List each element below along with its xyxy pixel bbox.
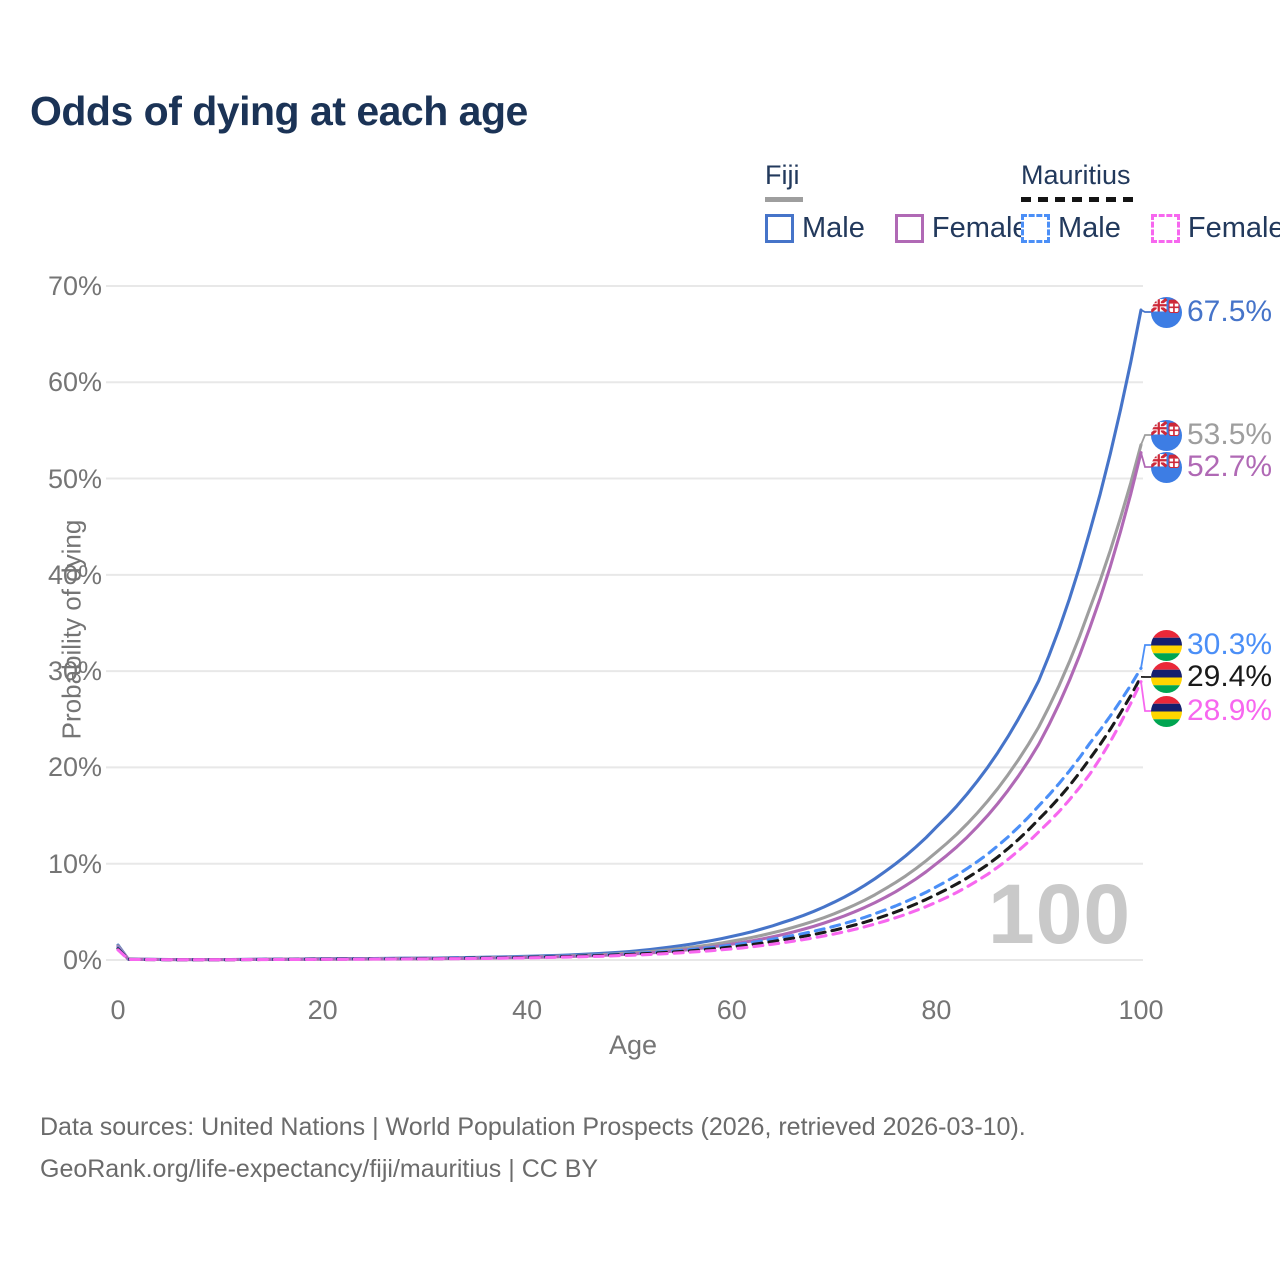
legend-mauritius-male-label[interactable]: Male: [1058, 212, 1121, 244]
x-tick-80: 80: [921, 995, 952, 1025]
x-tick-40: 40: [512, 995, 543, 1025]
endpoint-connector-2: [1140, 452, 1151, 468]
endpoint-label-mauritius-30.3%[interactable]: 30.3%: [1151, 628, 1273, 661]
fiji-flag-icon: [1151, 296, 1182, 328]
endpoint-connector-5: [1140, 681, 1151, 712]
mauritius-flag-icon: [1151, 629, 1182, 661]
y-tick-10%: 10%: [47, 848, 102, 879]
y-tick-40%: 40%: [47, 559, 102, 590]
legend-fiji-male-swatch[interactable]: [765, 214, 794, 243]
x-tick-0: 0: [110, 995, 126, 1025]
y-tick-70%: 70%: [47, 270, 102, 301]
endpoint-connector-3: [1140, 644, 1151, 669]
endpoint-connector-1: [1140, 434, 1151, 446]
fiji-flag-icon: [1151, 451, 1182, 483]
endpoint-value: 28.9%: [1187, 694, 1273, 727]
y-tick-20%: 20%: [47, 752, 102, 783]
legend-fiji-female-label[interactable]: Female: [931, 212, 1029, 244]
endpoint-value: 29.4%: [1187, 660, 1273, 693]
y-tick-60%: 60%: [47, 367, 102, 398]
x-axis-title: Age: [608, 1030, 658, 1060]
x-tick-20: 20: [307, 995, 338, 1025]
y-tick-30%: 30%: [47, 656, 102, 687]
mauritius-flag-icon: [1151, 661, 1182, 693]
legend-fiji-female-swatch[interactable]: [894, 214, 924, 243]
legend-mauritius-female-swatch[interactable]: [1150, 214, 1180, 243]
fiji-flag-icon: [1151, 419, 1182, 451]
footer-attribution[interactable]: GeoRank.org/life-expectancy/fiji/mauriti…: [40, 1155, 599, 1183]
series-line-fiji-female: [116, 451, 1143, 962]
legend-fiji-header[interactable]: Fiji: [765, 160, 800, 190]
legend-mauritius-female-label[interactable]: Female: [1187, 212, 1280, 244]
endpoint-label-fiji-67.5%[interactable]: 67.5%: [1151, 295, 1273, 328]
page-title: Odds of dying at each age: [30, 88, 528, 134]
x-tick-100: 100: [1118, 995, 1164, 1025]
endpoint-label-fiji-53.5%[interactable]: 53.5%: [1151, 418, 1273, 451]
hover-age-watermark: 100: [988, 867, 1132, 961]
series-line-mauritius-female: [116, 680, 1143, 962]
series-line-fiji: [116, 443, 1143, 962]
legend-mauritius-header[interactable]: Mauritius: [1021, 160, 1131, 190]
footer: Data sources: United Nations | World Pop…: [40, 1106, 1026, 1190]
legend-group-fiji: Fiji Male Female: [765, 160, 1051, 245]
endpoint-connector-0: [1140, 309, 1151, 313]
legend-mauritius-male-swatch[interactable]: [1021, 214, 1050, 243]
endpoint-value: 53.5%: [1187, 418, 1273, 451]
endpoint-value: 67.5%: [1187, 295, 1273, 328]
endpoint-label-mauritius-28.9%[interactable]: 28.9%: [1151, 694, 1273, 727]
footer-data-sources: Data sources: United Nations | World Pop…: [40, 1113, 1026, 1141]
y-tick-0%: 0%: [62, 945, 102, 975]
series-line-fiji-male: [116, 308, 1143, 962]
mauritius-flag-icon: [1151, 695, 1182, 727]
legend-group-mauritius: Mauritius Male Female: [1021, 160, 1280, 245]
legend-fiji-solid-line-swatch: [765, 197, 803, 202]
legend-fiji-male-label[interactable]: Male: [802, 212, 865, 244]
endpoint-label-mauritius-29.4%[interactable]: 29.4%: [1151, 660, 1273, 693]
x-tick-60: 60: [716, 995, 747, 1025]
legend-mauritius-dashed-line-swatch: [1021, 197, 1133, 202]
y-axis-title: Probability of dying: [56, 519, 87, 740]
endpoint-value: 52.7%: [1187, 450, 1273, 483]
endpoint-value: 30.3%: [1187, 628, 1273, 661]
y-tick-50%: 50%: [47, 463, 102, 494]
series-line-mauritius: [116, 675, 1143, 962]
endpoint-label-fiji-52.7%[interactable]: 52.7%: [1151, 450, 1273, 483]
